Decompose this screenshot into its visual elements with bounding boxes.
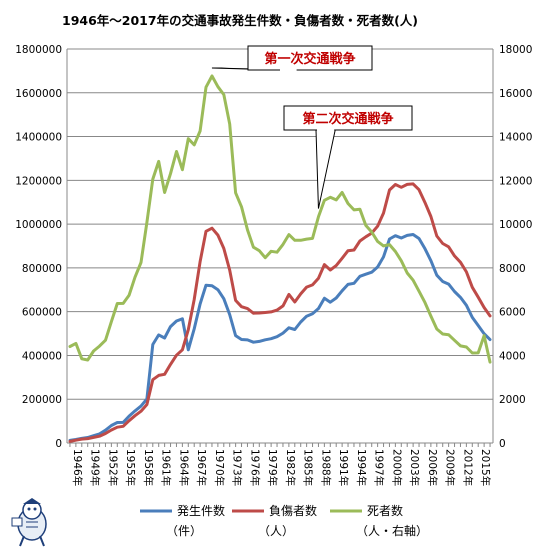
x-tick-label: 2006年 — [426, 449, 439, 486]
legend-label: 負傷者数 — [269, 503, 317, 518]
x-tick-label: 1952年 — [106, 449, 119, 486]
x-tick-label: 1997年 — [373, 449, 386, 486]
y-right-tick-label: 8000 — [499, 263, 526, 275]
y-right-tick-label: 16000 — [499, 88, 532, 100]
y-left-tick-label: 1800000 — [15, 44, 62, 56]
x-tick-label: 1973年 — [231, 449, 244, 486]
x-tick-label: 2012年 — [461, 449, 474, 486]
x-tick-label: 1976年 — [248, 449, 261, 486]
y-left-tick-label: 200000 — [22, 394, 62, 406]
y-right-tick-label: 4000 — [499, 350, 526, 362]
x-tick-label: 2015年 — [479, 449, 492, 486]
y-left-tick-label: 800000 — [22, 263, 62, 275]
legend-item: 負傷者数 （人） — [232, 503, 317, 538]
x-tick-label: 1985年 — [302, 449, 315, 486]
y-right-tick-label: 14000 — [499, 132, 532, 144]
x-tick-label: 2000年 — [390, 449, 403, 486]
x-tick-label: 1994年 — [355, 449, 368, 486]
y-right-tick-label: 2000 — [499, 394, 526, 406]
mascot-logo-icon — [11, 498, 47, 547]
y-left-tick-labels: 0 200000 400000 600000 800000 1000000 1200000 1… — [15, 44, 62, 450]
y-left-tick-label: 1400000 — [15, 132, 62, 144]
series-lines — [68, 74, 492, 443]
legend-sublabel: （人・右軸） — [356, 523, 428, 538]
x-tick-label: 1955年 — [124, 449, 137, 486]
legend-item: 死者数 （人・右軸） — [330, 503, 428, 538]
annotation-callout: 第一次交通戦争 — [211, 45, 373, 71]
legend-label: 死者数 — [367, 503, 403, 518]
x-tick-labels: 1946年 1949年 1952年 1955年 1958年 1961年 1964年 1967年… — [71, 449, 492, 486]
x-tick-label: 1979年 — [266, 449, 279, 486]
y-right-tick-label: 6000 — [499, 307, 526, 319]
y-right-tick-labels: 0 2000 4000 6000 8000 10000 12000 14000 16000 180… — [499, 44, 532, 450]
x-tick-label: 1958年 — [142, 449, 155, 486]
x-tick-label: 2009年 — [444, 449, 457, 486]
annotation-label: 第一次交通戦争 — [264, 51, 355, 67]
x-tick-label: 1946年 — [71, 449, 84, 486]
y-left-tick-label: 600000 — [22, 307, 62, 319]
x-tick-label: 1982年 — [284, 449, 297, 486]
y-left-tick-label: 400000 — [22, 350, 62, 362]
y-right-tick-label: 10000 — [499, 219, 532, 231]
series-line — [68, 182, 492, 443]
grid-lines — [66, 48, 494, 447]
series-line — [68, 74, 492, 364]
y-left-tick-label: 0 — [55, 438, 62, 450]
annotation-label: 第二次交通戦争 — [302, 111, 393, 127]
y-right-tick-label: 18000 — [499, 44, 532, 56]
x-tick-label: 1991年 — [337, 449, 350, 486]
x-tick-label: 1970年 — [213, 449, 226, 486]
y-left-tick-label: 1200000 — [15, 175, 62, 187]
x-tick-label: 2003年 — [408, 449, 421, 486]
x-tick-label: 1949年 — [89, 449, 102, 486]
y-left-tick-label: 1000000 — [15, 219, 62, 231]
x-tick-label: 1964年 — [177, 449, 190, 486]
legend-label: 発生件数 — [177, 503, 225, 518]
y-right-tick-label: 12000 — [499, 175, 532, 187]
y-left-tick-label: 1600000 — [15, 88, 62, 100]
legend-sublabel: （人） — [258, 524, 294, 538]
annotation-box — [283, 105, 413, 131]
legend-sublabel: （件） — [166, 524, 202, 538]
x-tick-label: 1967年 — [195, 449, 208, 486]
x-tick-label: 1988年 — [319, 449, 332, 486]
annotation-box — [247, 45, 373, 71]
y-right-tick-label: 0 — [499, 438, 506, 450]
annotation-callout: 第二次交通戦争 — [283, 105, 413, 209]
legend: 発生件数 （件） 負傷者数 （人） 死者数 （人・右軸） — [140, 503, 428, 538]
series-line — [68, 233, 492, 442]
chart-title: 1946年～2017年の交通事故発生件数・負傷者数・死者数(人) — [62, 13, 418, 28]
legend-item: 発生件数 （件） — [140, 503, 225, 538]
x-tick-label: 1961年 — [160, 449, 173, 486]
